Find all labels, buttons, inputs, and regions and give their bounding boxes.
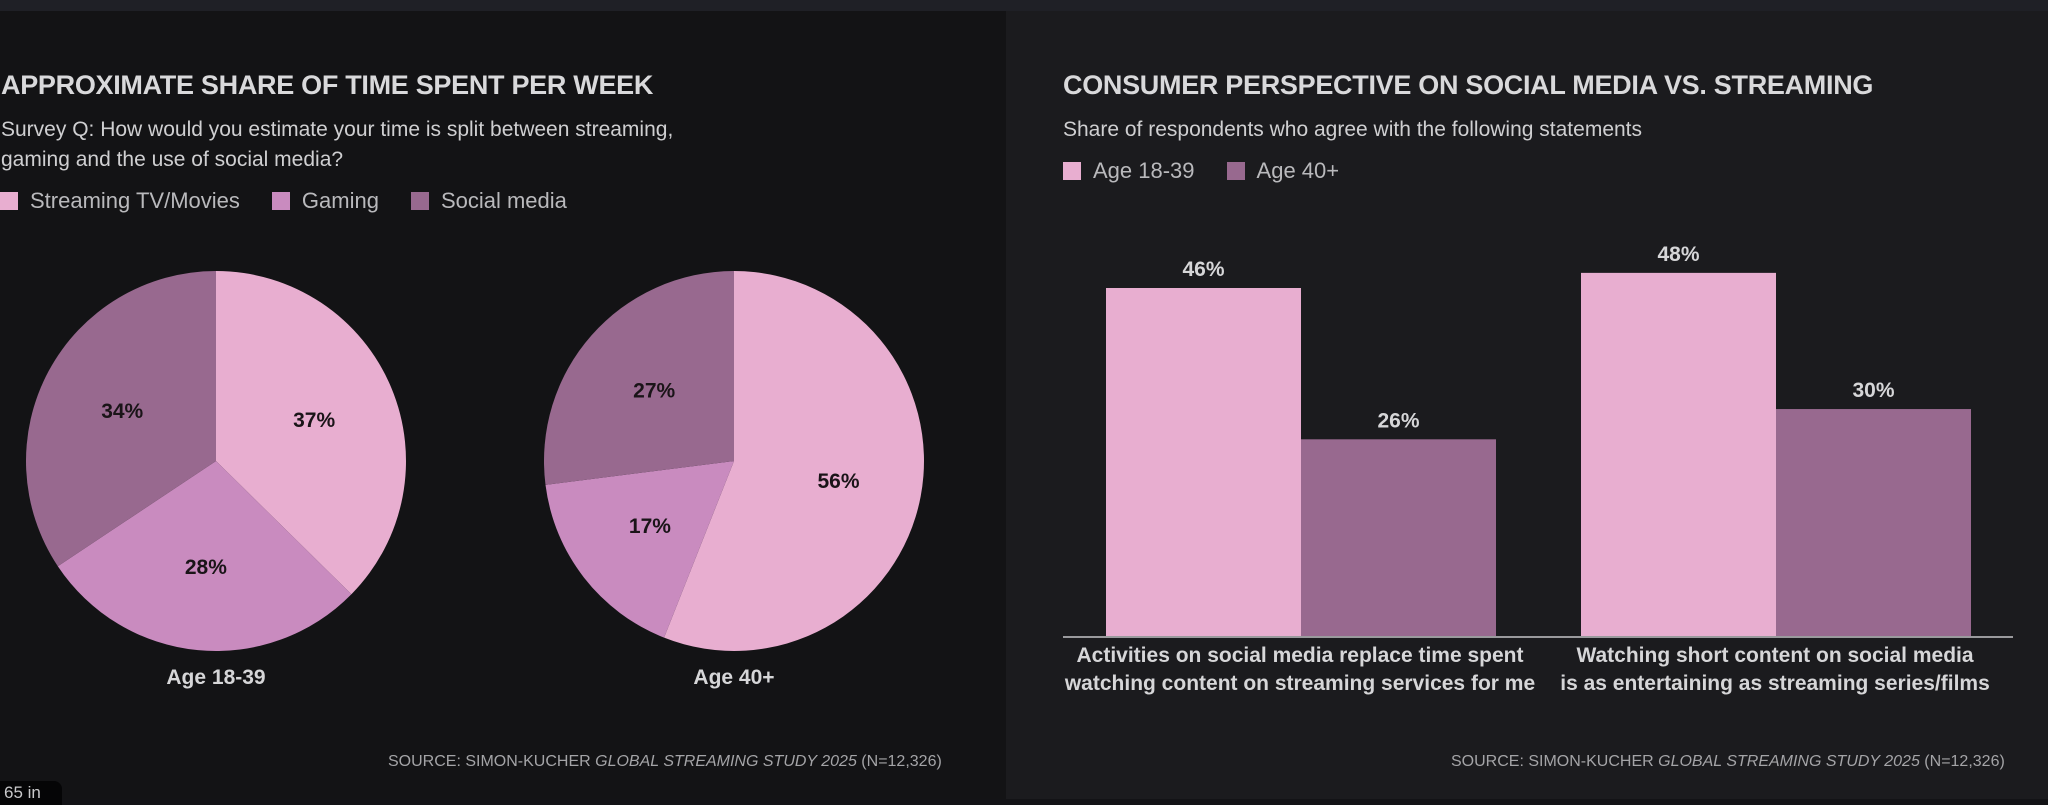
pie-slice-streaming [664,271,924,651]
category-label-line: Watching short content on social media [1576,644,1974,667]
pie-slice-social-media [544,271,734,485]
bar-age-40-plus-category-2 [1776,409,1971,636]
category-label-line: Activities on social media replace time … [1076,644,1524,667]
legend-item-age-18-39: Age 18-39 [1063,158,1195,184]
right-chart-subtitle: Share of respondents who agree with the … [1063,118,1643,141]
bar-age-40-plus-category-1 [1301,439,1496,636]
subtitle-line-1: Survey Q: How would you estimate your ti… [1,118,674,141]
bar-value-label-age-18-39-category-1: 46% [1182,258,1224,281]
left-chart-title: APPROXIMATE SHARE OF TIME SPENT PER WEEK [1,70,654,100]
pie-charts: 37% 28% 34% 56% 17% 27% [26,271,924,651]
left-chart-subtitle: Survey Q: How would you estimate your ti… [1,115,673,175]
pie-slice-gaming [57,461,352,651]
category-label-1: Activities on social media replace time … [1063,642,1537,698]
right-chart-title: CONSUMER PERSPECTIVE ON SOCIAL MEDIA VS.… [1063,70,1874,100]
left-source-note: SOURCE: SIMON-KUCHER GLOBAL STREAMING ST… [388,753,942,771]
legend-swatch-streaming [0,192,18,210]
pie-title-40-plus: Age 40+ [693,666,775,689]
source-study-name: GLOBAL STREAMING STUDY 2025 [595,753,857,770]
legend-item-age-40-plus: Age 40+ [1226,158,1340,184]
category-label-line: watching content on streaming services f… [1064,672,1536,695]
legend-label: Social media [440,188,567,213]
zoom-level-badge: 65 in [0,781,62,805]
legend-item-streaming: Streaming TV/Movies [0,188,240,214]
pie-slice-streaming [216,271,407,595]
source-study-name: GLOBAL STREAMING STUDY 2025 [1658,753,1920,770]
bar-age-18-39-category-1 [1106,288,1301,636]
top-bar [0,0,2048,11]
category-label-2: Watching short content on social media i… [1538,642,2012,698]
pie-value-label-social-media: 27% [633,380,675,403]
category-label-line: is as entertaining as streaming series/f… [1560,672,1990,695]
right-source-note: SOURCE: SIMON-KUCHER GLOBAL STREAMING ST… [1451,753,2005,771]
legend-label: Gaming [301,188,379,213]
right-legend: Age 18-39 Age 40+ [1063,158,1371,184]
bar-age-18-39-category-2 [1581,272,1776,636]
legend-label: Age 40+ [1256,158,1340,183]
bar-value-label-age-40-plus-category-2: 30% [1852,379,1894,402]
legend-swatch-social [410,192,429,210]
bar-value-label-age-18-39-category-2: 48% [1657,243,1699,266]
pie-value-label-streaming: 37% [293,409,335,432]
bar-value-label-age-40-plus-category-1: 26% [1377,409,1419,432]
bar-chart: 46% 26% 48% 30% [1063,243,2013,638]
pie-slice-gaming [545,461,734,638]
legend-label: Streaming TV/Movies [30,188,240,213]
legend-swatch-age-18-39 [1063,162,1081,180]
source-prefix: SOURCE: SIMON-KUCHER [1451,753,1659,770]
pie-slice-social-media [26,271,217,567]
legend-swatch-gaming [271,192,290,210]
legend-label: Age 18-39 [1093,158,1195,183]
pie-value-label-gaming: 28% [185,556,227,579]
pie-value-label-social-media: 34% [101,400,143,423]
pie-value-label-streaming: 56% [817,470,859,493]
source-prefix: SOURCE: SIMON-KUCHER [388,753,596,770]
legend-item-gaming: Gaming [271,188,379,214]
pie-value-label-gaming: 17% [629,515,671,538]
left-legend: Streaming TV/Movies Gaming Social media [0,188,599,214]
source-sample-size: (N=12,326) [856,753,942,770]
source-sample-size: (N=12,326) [1919,753,2005,770]
legend-swatch-age-40-plus [1226,162,1245,180]
pie-title-18-39: Age 18-39 [166,666,266,689]
legend-item-social: Social media [410,188,567,214]
subtitle-line-2: gaming and the use of social media? [1,148,344,171]
